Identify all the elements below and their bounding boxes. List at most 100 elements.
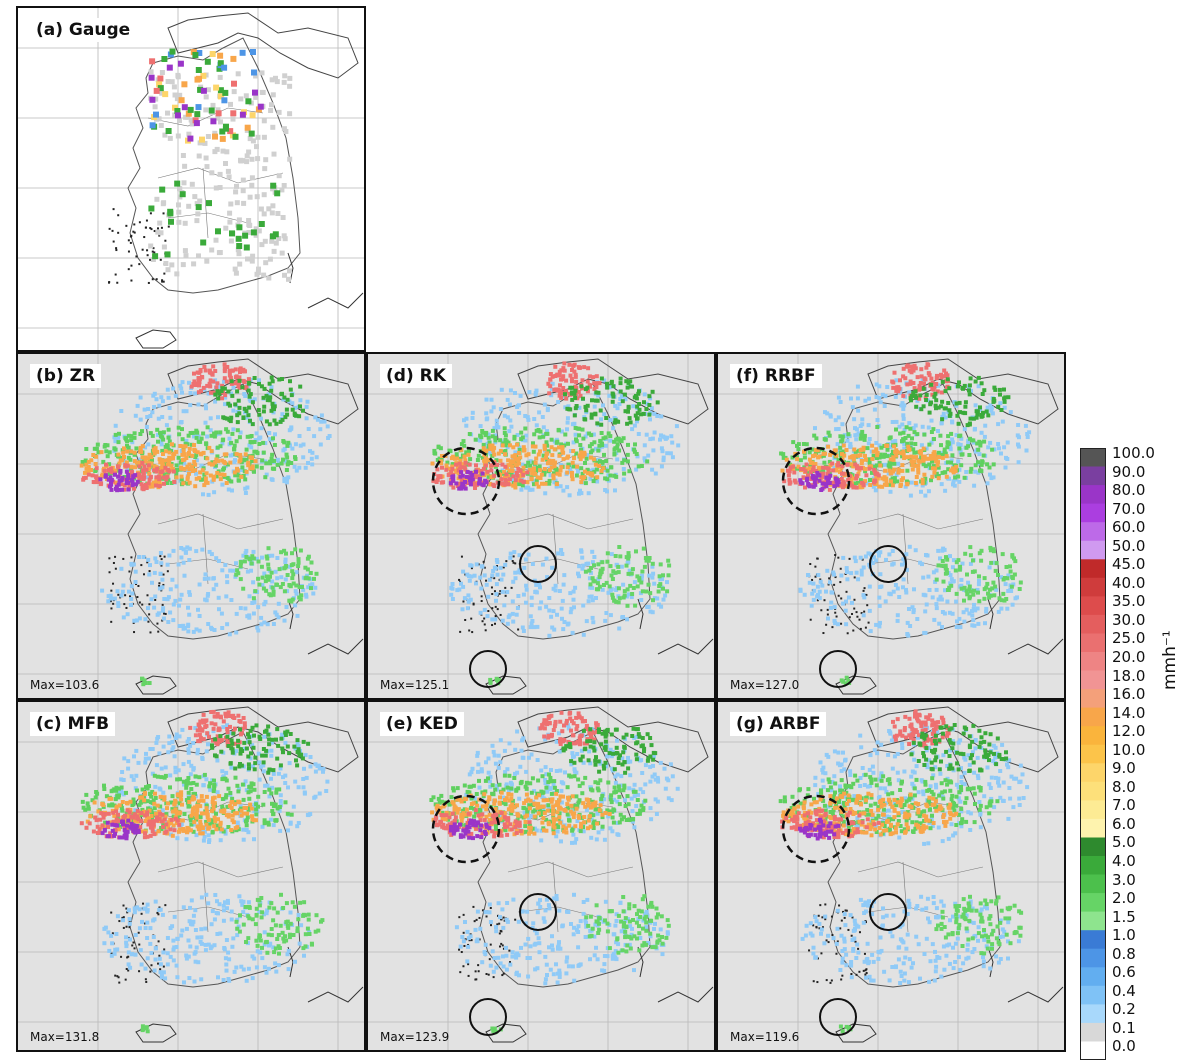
rain-cell <box>501 590 505 594</box>
rain-cell <box>929 377 933 381</box>
rain-cell <box>240 385 244 389</box>
rain-cell <box>583 417 587 421</box>
rain-cell <box>484 433 488 437</box>
rain-cell <box>838 446 842 450</box>
island-dot <box>142 903 144 905</box>
rain-cell <box>192 448 196 452</box>
island-dot <box>110 590 112 592</box>
rain-cell <box>151 485 155 489</box>
rain-cell <box>923 376 927 380</box>
rain-cell <box>286 828 290 832</box>
gauge-station <box>196 204 202 210</box>
rain-cell <box>942 580 946 584</box>
rain-cell <box>137 464 141 468</box>
rain-cell <box>607 431 611 435</box>
rain-cell <box>182 561 186 565</box>
rain-cell <box>567 407 571 411</box>
rain-cell <box>120 594 124 598</box>
island-dot <box>810 619 812 621</box>
rain-cell <box>209 391 213 395</box>
rain-cell <box>908 545 912 549</box>
rain-cell <box>254 450 258 454</box>
rain-cell <box>549 615 553 619</box>
rain-cell <box>916 464 920 468</box>
rain-cell <box>469 471 473 475</box>
rain-cell <box>84 463 88 467</box>
rain-cell <box>265 394 269 398</box>
rain-cell <box>581 397 585 401</box>
rain-cell <box>924 631 928 635</box>
rain-cell <box>945 571 949 575</box>
island-dot <box>831 626 833 628</box>
rain-cell <box>141 682 145 686</box>
rain-cell <box>616 565 620 569</box>
rain-cell <box>534 583 538 587</box>
gauge-station <box>175 112 181 118</box>
rain-cell <box>926 575 930 579</box>
island-dot <box>128 251 130 253</box>
rain-cell <box>877 551 881 555</box>
rain-cell <box>979 559 983 563</box>
rain-cell <box>246 463 250 467</box>
rain-cell <box>228 404 232 408</box>
gauge-station <box>201 88 207 94</box>
rain-cell <box>591 375 595 379</box>
island-dot <box>138 944 140 946</box>
island-dot <box>115 247 117 249</box>
gauge-station <box>287 157 292 162</box>
rain-cell <box>211 462 215 466</box>
rain-cell <box>522 629 526 633</box>
gauge-station <box>182 180 187 185</box>
gauge-station <box>181 262 186 267</box>
rain-cell <box>604 435 608 439</box>
rain-cell <box>187 558 191 562</box>
rain-cell <box>830 591 834 595</box>
rain-cell <box>887 469 891 473</box>
rain-cell <box>205 456 209 460</box>
gauge-station <box>167 65 173 71</box>
gauge-station <box>148 206 154 212</box>
gauge-station <box>287 111 292 116</box>
rain-cell <box>980 381 984 385</box>
gauge-station <box>217 53 223 59</box>
gauge-station <box>258 104 264 110</box>
rain-cell <box>488 447 492 451</box>
rain-cell <box>555 613 559 617</box>
rain-cell <box>959 443 963 447</box>
rain-cell <box>816 585 820 589</box>
rain-cell <box>161 808 165 812</box>
gauge-station <box>180 191 186 197</box>
rain-cell <box>180 475 184 479</box>
rain-cell <box>637 432 641 436</box>
rain-cell <box>970 614 974 618</box>
rain-cell <box>552 476 556 480</box>
rain-cell <box>548 479 552 483</box>
rain-cell <box>590 472 594 476</box>
rain-cell <box>180 593 184 597</box>
rain-cell <box>962 620 966 624</box>
rain-cell <box>803 469 807 473</box>
rain-cell <box>178 384 182 388</box>
rain-cell <box>110 478 114 482</box>
rain-cell <box>863 434 867 438</box>
rain-cell <box>217 596 221 600</box>
rain-cell <box>600 469 604 473</box>
rain-cell <box>844 622 848 626</box>
rain-cell <box>998 393 1002 397</box>
rain-cell <box>613 448 617 452</box>
rain-cell <box>266 784 270 788</box>
gauge-station <box>230 56 236 62</box>
rain-cell <box>909 455 913 459</box>
rain-cell <box>671 455 675 459</box>
rain-cell <box>501 443 505 447</box>
rain-cell <box>803 456 807 460</box>
gauge-station <box>187 136 193 142</box>
rain-cell <box>440 481 444 485</box>
gauge-station <box>233 189 238 194</box>
rain-cell <box>799 467 803 471</box>
island-dot <box>856 616 858 618</box>
rain-cell <box>603 619 607 623</box>
rain-cell <box>305 405 309 409</box>
island-dot <box>853 608 855 610</box>
rain-cell <box>468 579 472 583</box>
